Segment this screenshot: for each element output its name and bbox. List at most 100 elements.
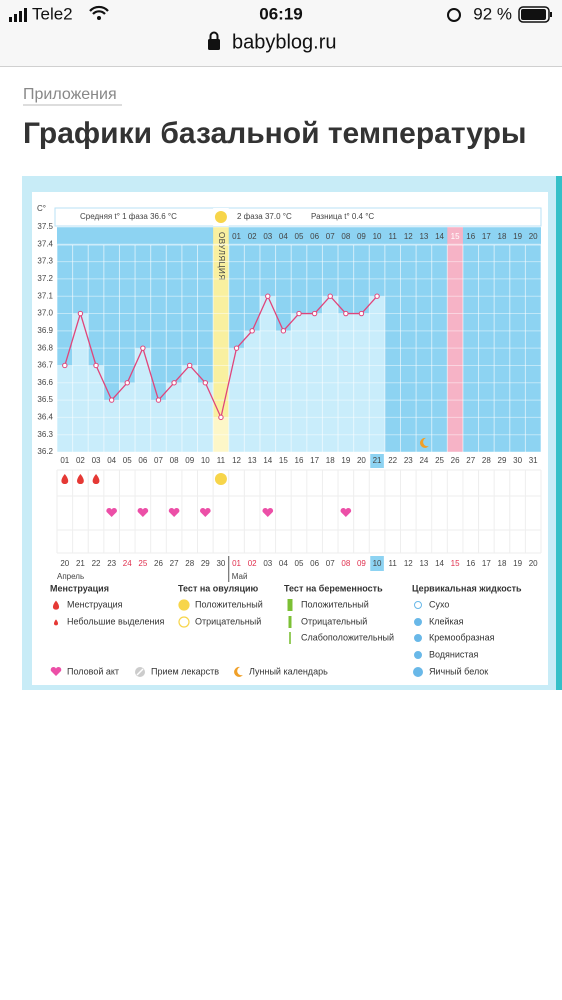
temperature-point (93, 362, 99, 369)
bar (72, 313, 89, 452)
y-unit: С° (37, 204, 46, 213)
carrier: Tele2 (32, 4, 73, 23)
url[interactable]: babyblog.ru (232, 31, 337, 53)
temperature-point (343, 310, 349, 317)
wifi-dot (97, 16, 101, 20)
drop-icon (53, 619, 59, 626)
x-tick-label: 12 (232, 456, 241, 465)
bar (135, 348, 151, 452)
x-tick-label: 19 (341, 456, 350, 465)
temperature-point (280, 328, 287, 334)
date-label: 25 (138, 559, 147, 568)
bar (306, 313, 323, 452)
temperature-point (202, 380, 209, 386)
bar (197, 382, 214, 452)
frame-edge (556, 176, 562, 690)
x-tick-label: 18 (326, 456, 335, 465)
y-tick-label: 36.3 (37, 430, 53, 439)
x-tick-label: 30 (513, 456, 522, 465)
date-label: 18 (498, 559, 507, 568)
heart-icon (137, 507, 149, 517)
date-label: 20 (529, 559, 538, 568)
x-tick-label: 03 (92, 456, 101, 465)
heart-icon (262, 507, 274, 517)
legend-item: Положительный (195, 599, 263, 609)
y-tick-label: 37.5 (37, 222, 53, 231)
date-label: 27 (170, 559, 179, 568)
x-tick-label: 05 (123, 456, 132, 465)
battery-level (521, 9, 546, 20)
phase2-day: 06 (310, 232, 319, 241)
heart-icon (200, 507, 211, 517)
date-label: 29 (201, 559, 210, 568)
temperature-point (187, 362, 193, 369)
phase2-day: 14 (435, 232, 444, 241)
breadcrumb[interactable]: Приложения (23, 86, 117, 103)
temperature-point (124, 380, 130, 386)
x-tick-label: 24 (419, 456, 428, 465)
bar (259, 296, 276, 452)
legend-title: Цервикальная жидкость (412, 583, 522, 593)
x-tick-label: 02 (76, 456, 85, 465)
bar (338, 313, 354, 452)
bar (353, 313, 370, 452)
legend-item: Водянистая (429, 649, 478, 659)
date-label: 02 (248, 559, 257, 568)
page-title: Графики базальной температуры (23, 117, 527, 150)
x-tick-label: 28 (482, 456, 491, 465)
lock-icon (208, 31, 220, 50)
ovulation-test-icon (214, 473, 227, 485)
header-box (54, 207, 542, 227)
phase2-day: 03 (263, 232, 272, 241)
date-label: 28 (185, 559, 194, 568)
legend-title: Тест на овуляцию (178, 583, 259, 593)
x-tick-label: 07 (154, 456, 163, 465)
wifi-icon (89, 5, 109, 15)
legend-item: Прием лекарств (151, 666, 219, 676)
x-tick-label: 31 (529, 456, 538, 465)
bar (244, 330, 260, 452)
legend-icon (414, 634, 422, 642)
phase2-day: 16 (466, 232, 475, 241)
clock: 06:19 (259, 4, 302, 23)
y-tick-label: 37.2 (37, 274, 53, 283)
x-tick-label: 17 (310, 456, 319, 465)
ovulation-dot (214, 211, 227, 223)
legend-icon (414, 651, 422, 659)
temperature-point (327, 293, 333, 299)
phase2-day: 20 (529, 232, 538, 241)
temperature-point (155, 397, 162, 403)
x-tick-label: 11 (217, 456, 226, 465)
x-tick-label: 08 (170, 456, 179, 465)
temperature-point (233, 345, 240, 351)
legend-item: Яичный белок (429, 666, 488, 676)
moon-icon (419, 437, 429, 448)
y-tick-label: 37.1 (37, 291, 53, 300)
legend-item: Половой акт (67, 666, 119, 676)
x-tick-label: 22 (388, 456, 397, 465)
date-label: 16 (466, 559, 475, 568)
date-label: 09 (357, 559, 366, 568)
legend-icon (178, 616, 190, 628)
legend-item: Сухо (429, 599, 449, 609)
legend-item: Отрицательный (301, 616, 367, 626)
drop-icon (61, 474, 69, 484)
x-tick-label: 26 (451, 456, 460, 465)
legend-item: Кремообразная (429, 632, 495, 642)
battery-tip (550, 12, 552, 17)
date-label: 22 (92, 559, 101, 568)
x-tick-label: 25 (435, 456, 444, 465)
y-tick-label: 36.5 (37, 395, 53, 404)
date-label: 30 (216, 559, 225, 568)
bar (181, 365, 198, 452)
bar (150, 400, 167, 452)
legend-item: Лунный календарь (249, 666, 328, 676)
legend-item: Клейкая (429, 616, 464, 626)
temperature-point (171, 380, 177, 386)
temperature-point (249, 328, 255, 334)
phase2-day: 11 (389, 232, 398, 241)
today-box (370, 556, 384, 571)
legend-icon (289, 632, 291, 644)
date-label: 08 (341, 559, 350, 568)
temperature-point (296, 310, 302, 317)
